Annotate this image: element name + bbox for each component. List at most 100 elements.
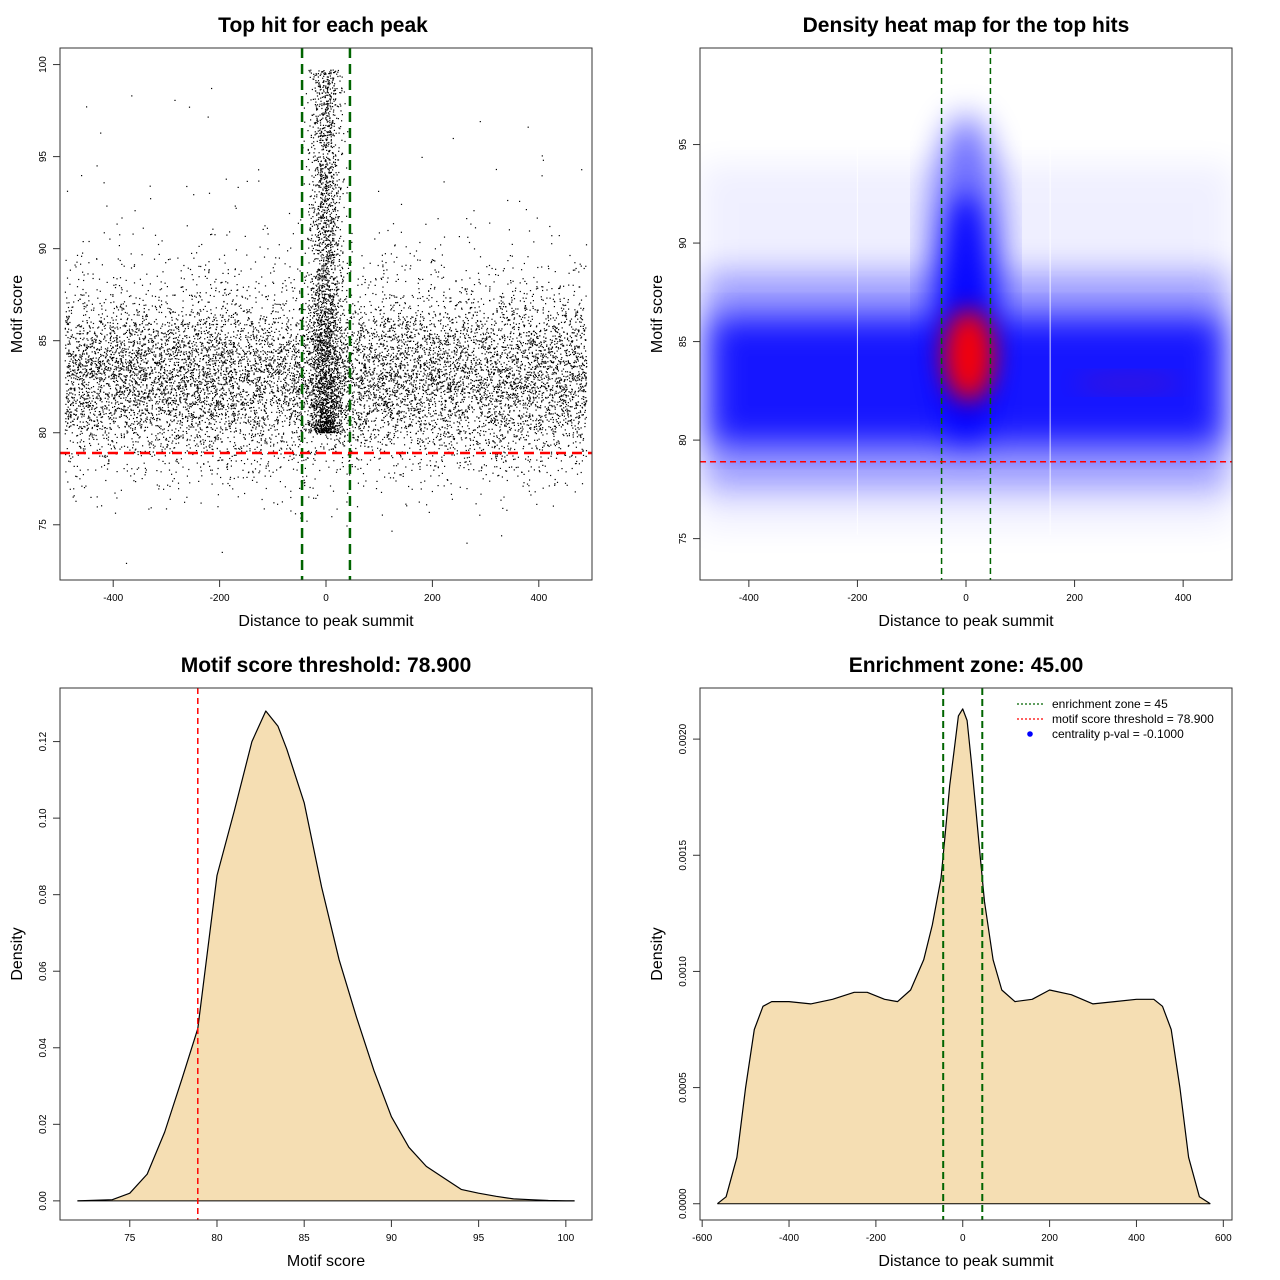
scatter-point (225, 288, 227, 290)
scatter-point (556, 443, 558, 445)
scatter-point (451, 498, 453, 500)
scatter-point (476, 311, 478, 313)
scatter-point (413, 255, 415, 257)
scatter-point (351, 399, 353, 401)
scatter-point (316, 339, 319, 341)
scatter-point (126, 290, 128, 292)
scatter-point (179, 368, 182, 370)
scatter-point (446, 479, 448, 481)
scatter-point (294, 362, 297, 364)
scatter-point (554, 483, 556, 485)
scatter-point (560, 343, 562, 346)
scatter-point (142, 227, 144, 229)
scatter-point (237, 400, 239, 402)
scatter-point (143, 343, 145, 345)
scatter-point (79, 441, 81, 443)
scatter-point (145, 409, 147, 411)
scatter-point (170, 312, 172, 314)
scatter-point (301, 379, 303, 381)
scatter-point (194, 385, 196, 387)
scatter-point (334, 347, 336, 349)
scatter-point (529, 389, 531, 391)
scatter-point (466, 329, 468, 331)
scatter-point (489, 351, 491, 353)
scatter-point (382, 365, 384, 367)
scatter-point (83, 393, 85, 395)
scatter-point (408, 307, 410, 309)
scatter-point (232, 316, 234, 318)
scatter-point (351, 450, 353, 452)
scatter-point (234, 269, 236, 271)
scatter-point (276, 411, 278, 413)
scatter-point (447, 388, 449, 390)
scatter-point (360, 375, 362, 377)
scatter-point (191, 351, 193, 353)
scatter-point (201, 382, 203, 384)
scatter-point (100, 365, 102, 367)
scatter-point (266, 335, 268, 337)
scatter-point (150, 389, 152, 391)
scatter-point (443, 340, 445, 342)
scatter-point (385, 400, 387, 402)
scatter-point (483, 422, 485, 425)
scatter-point (486, 320, 488, 322)
scatter-point (525, 386, 527, 388)
scatter-point (435, 413, 437, 415)
scatter-point (265, 296, 267, 298)
scatter-point (171, 329, 173, 331)
scatter-point (468, 354, 471, 356)
scatter-point (499, 382, 501, 384)
scatter-point (555, 372, 557, 374)
scatter-point (295, 300, 297, 302)
scatter-point (507, 405, 509, 407)
scatter-point (149, 283, 151, 285)
scatter-point (384, 400, 386, 402)
scatter-point (381, 351, 383, 353)
scatter-point (329, 322, 331, 325)
scatter-point (134, 331, 136, 333)
scatter-point (286, 300, 288, 302)
scatter-point (575, 456, 577, 458)
scatter-point (110, 375, 112, 377)
scatter-point (536, 448, 538, 450)
scatter-point (585, 377, 587, 379)
scatter-point (217, 403, 220, 405)
scatter-point (559, 396, 561, 398)
scatter-point (244, 417, 246, 419)
scatter-point (417, 370, 419, 372)
scatter-point (258, 379, 261, 381)
scatter-point (108, 360, 110, 362)
scatter-point (173, 369, 175, 371)
scatter-point (374, 308, 376, 310)
scatter-point (286, 344, 288, 346)
scatter-point (140, 400, 142, 402)
scatter-point (215, 364, 217, 366)
scatter-point (517, 358, 519, 360)
scatter-point (539, 366, 541, 368)
scatter-point (103, 437, 105, 439)
scatter-point (449, 301, 451, 303)
scatter-point (388, 395, 391, 397)
scatter-point (262, 318, 264, 320)
scatter-point (131, 334, 133, 336)
scatter-point (170, 354, 173, 356)
scatter-point (114, 365, 116, 368)
scatter-point (442, 356, 445, 358)
scatter-point (110, 335, 112, 337)
scatter-point (449, 411, 452, 413)
scatter-point (510, 447, 512, 449)
scatter-point (271, 389, 273, 391)
scatter-point (524, 365, 526, 367)
scatter-point (499, 467, 501, 469)
scatter-point (528, 316, 530, 318)
scatter-point (109, 339, 112, 341)
scatter-point (127, 368, 129, 370)
scatter-point (255, 354, 257, 357)
scatter-point (423, 379, 425, 381)
scatter-point (292, 450, 294, 452)
scatter-point (386, 340, 388, 343)
scatter-point (431, 380, 433, 382)
scatter-point (357, 330, 359, 333)
scatter-point (220, 353, 223, 355)
scatter-point (129, 369, 131, 371)
